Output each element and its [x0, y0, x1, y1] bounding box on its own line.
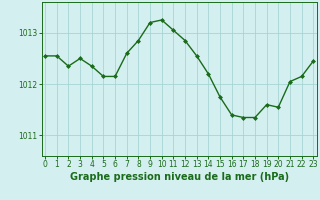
- X-axis label: Graphe pression niveau de la mer (hPa): Graphe pression niveau de la mer (hPa): [70, 172, 289, 182]
